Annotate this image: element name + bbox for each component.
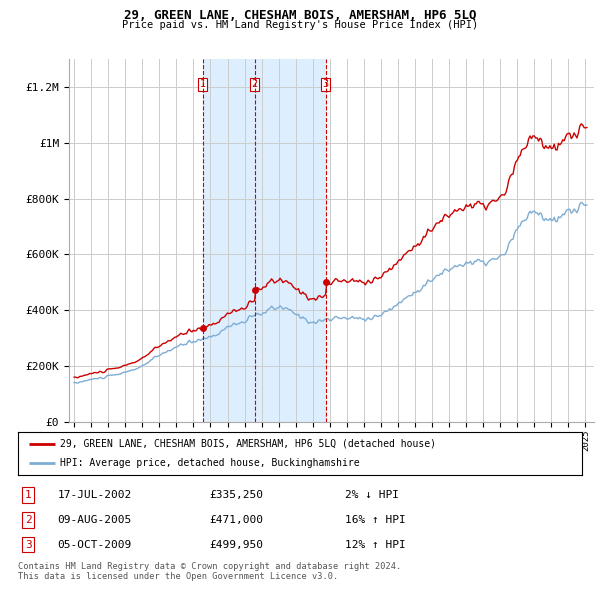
- Text: £335,250: £335,250: [210, 490, 264, 500]
- Text: Contains HM Land Registry data © Crown copyright and database right 2024.: Contains HM Land Registry data © Crown c…: [18, 562, 401, 571]
- Text: 2: 2: [25, 515, 32, 525]
- Text: 1: 1: [200, 80, 206, 90]
- Text: 3: 3: [25, 540, 32, 550]
- Text: 12% ↑ HPI: 12% ↑ HPI: [345, 540, 406, 550]
- Text: £471,000: £471,000: [210, 515, 264, 525]
- Text: This data is licensed under the Open Government Licence v3.0.: This data is licensed under the Open Gov…: [18, 572, 338, 581]
- Text: 29, GREEN LANE, CHESHAM BOIS, AMERSHAM, HP6 5LQ (detached house): 29, GREEN LANE, CHESHAM BOIS, AMERSHAM, …: [60, 439, 436, 449]
- Text: HPI: Average price, detached house, Buckinghamshire: HPI: Average price, detached house, Buck…: [60, 458, 360, 468]
- Bar: [255, 59, 326, 422]
- Text: 09-AUG-2005: 09-AUG-2005: [58, 515, 132, 525]
- Text: 2% ↓ HPI: 2% ↓ HPI: [345, 490, 399, 500]
- Text: 29, GREEN LANE, CHESHAM BOIS, AMERSHAM, HP6 5LQ: 29, GREEN LANE, CHESHAM BOIS, AMERSHAM, …: [124, 9, 476, 22]
- Text: 1: 1: [25, 490, 32, 500]
- Bar: [203, 59, 255, 422]
- Text: £499,950: £499,950: [210, 540, 264, 550]
- Text: 16% ↑ HPI: 16% ↑ HPI: [345, 515, 406, 525]
- Text: 3: 3: [323, 80, 329, 90]
- Text: 2: 2: [251, 80, 258, 90]
- Text: 05-OCT-2009: 05-OCT-2009: [58, 540, 132, 550]
- Text: 17-JUL-2002: 17-JUL-2002: [58, 490, 132, 500]
- Text: Price paid vs. HM Land Registry's House Price Index (HPI): Price paid vs. HM Land Registry's House …: [122, 20, 478, 30]
